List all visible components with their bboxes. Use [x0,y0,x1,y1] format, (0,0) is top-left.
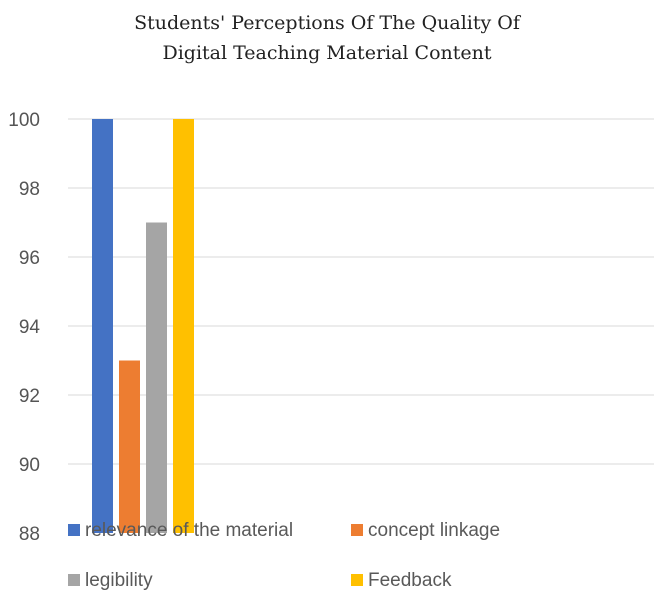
legend-swatch [68,574,80,586]
chart-title: Students' Perceptions Of The Quality Of … [0,8,654,68]
legend: relevance of the material concept linkage… [68,520,500,591]
bars [92,119,194,533]
y-tick-label: 90 [19,455,40,476]
legend-label: Feedback [368,570,452,591]
legend-swatch [351,524,363,536]
y-tick-label: 96 [19,248,40,269]
legend-label: legibility [85,570,153,591]
chart-title-line-1: Students' Perceptions Of The Quality Of [134,12,520,34]
legend-swatch [68,524,80,536]
chart-title-line-2: Digital Teaching Material Content [162,42,492,64]
bar-2 [119,360,140,533]
legend-label: concept linkage [368,520,500,541]
y-axis-tick-labels: 100 98 96 94 92 90 88 [8,110,40,545]
legend-swatch [351,574,363,586]
bar-1 [92,119,113,533]
y-tick-label: 98 [19,179,40,200]
y-tick-label: 100 [8,110,40,131]
y-tick-label: 92 [19,386,40,407]
legend-label: relevance of the material [85,520,293,541]
bar-4 [173,119,194,533]
y-tick-label: 88 [19,524,40,545]
y-tick-label: 94 [19,317,41,338]
bar-3 [146,222,167,533]
